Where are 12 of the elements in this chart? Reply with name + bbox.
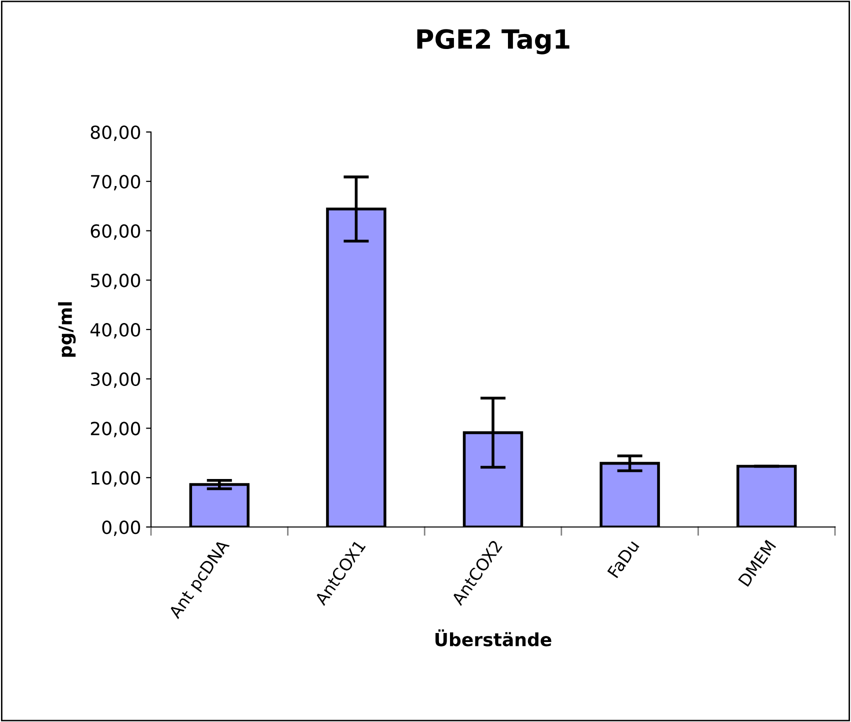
y-tick-label: 80,00: [90, 125, 140, 141]
y-tick-label: 70,00: [91, 174, 140, 190]
y-tick-label: 0,00: [102, 520, 140, 536]
y-tick-label: 50,00: [90, 274, 140, 290]
y-tick-label: 10,00: [92, 471, 140, 487]
chart-title: PGE2 Tag1: [417, 29, 570, 54]
x-axis-title: Überstände: [436, 629, 552, 646]
y-tick-label: 30,00: [90, 372, 140, 388]
y-tick-label: 40,00: [90, 322, 140, 338]
y-tick-label: 20,00: [90, 422, 140, 438]
y-axis-title: pg/ml: [58, 302, 76, 357]
y-tick-label: 60,00: [90, 224, 140, 240]
